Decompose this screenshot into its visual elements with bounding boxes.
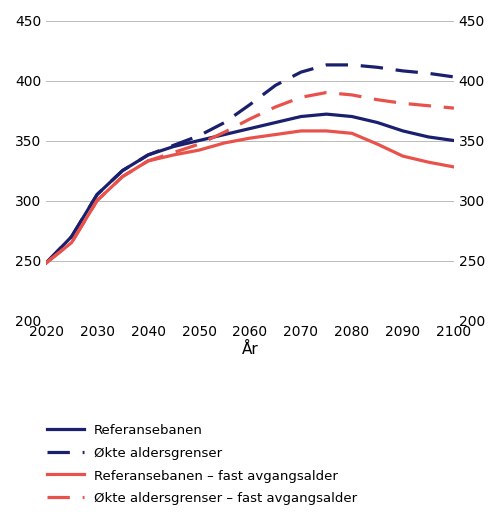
- Legend: Referansebanen, Økte aldersgrenser, Referansebanen – fast avgangsalder, Økte ald: Referansebanen, Økte aldersgrenser, Refe…: [46, 424, 357, 505]
- X-axis label: År: År: [242, 342, 258, 357]
